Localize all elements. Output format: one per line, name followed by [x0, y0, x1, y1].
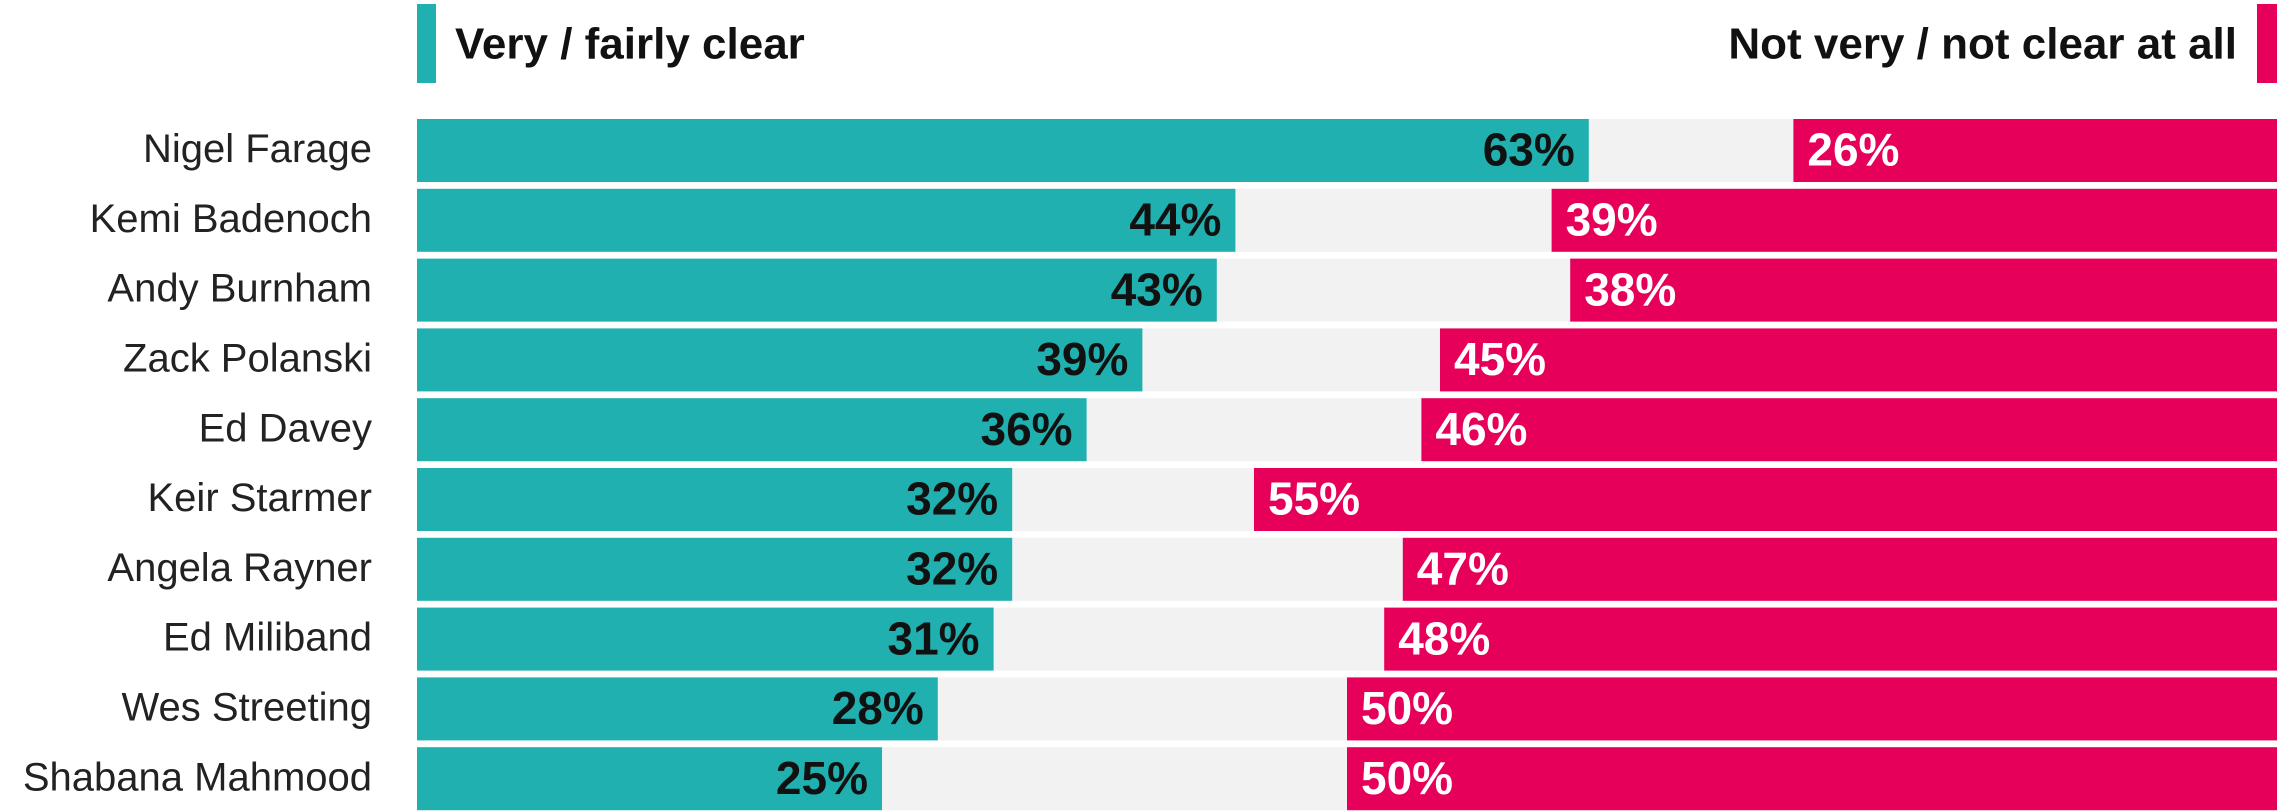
bar — [417, 677, 938, 741]
bar — [417, 328, 1143, 392]
category-label: Angela Rayner — [107, 546, 372, 590]
value-label: 50% — [1361, 682, 1453, 734]
value-label: 55% — [1268, 473, 1360, 525]
value-label: 44% — [1129, 193, 1221, 245]
bar — [1347, 747, 2277, 811]
value-label: 32% — [906, 542, 998, 594]
category-label: Ed Miliband — [163, 616, 372, 660]
bar — [417, 537, 1013, 601]
value-label: 39% — [1036, 333, 1128, 385]
value-label: 46% — [1435, 403, 1527, 455]
bar — [1384, 607, 2277, 671]
value-label: 45% — [1454, 333, 1546, 385]
value-label: 50% — [1361, 752, 1453, 804]
legend-swatch — [2257, 4, 2277, 83]
legend-swatch — [417, 4, 436, 83]
category-label: Keir Starmer — [148, 476, 373, 520]
bar — [1551, 188, 2277, 252]
legend-label: Very / fairly clear — [455, 20, 805, 69]
bar — [417, 258, 1217, 322]
value-label: 39% — [1566, 193, 1658, 245]
category-label: Kemi Badenoch — [90, 197, 372, 241]
value-label: 63% — [1483, 124, 1575, 176]
value-label: 31% — [888, 612, 980, 664]
category-label: Ed Davey — [199, 406, 372, 450]
value-label: 25% — [776, 752, 868, 804]
category-label: Wes Streeting — [122, 685, 373, 729]
value-label: 48% — [1398, 612, 1490, 664]
bar — [1793, 119, 2277, 182]
bar — [417, 188, 1236, 252]
bar — [417, 607, 994, 671]
bar — [1402, 537, 2277, 601]
legend-label: Not very / not clear at all — [1728, 20, 2237, 69]
value-label: 36% — [981, 403, 1073, 455]
bar — [1440, 328, 2277, 392]
category-label: Nigel Farage — [143, 127, 372, 171]
bar — [417, 119, 1589, 182]
bar — [1254, 468, 2277, 531]
value-label: 26% — [1807, 124, 1899, 176]
bar — [1570, 258, 2277, 322]
bar — [1421, 398, 2277, 462]
bar — [417, 747, 882, 811]
category-label: Andy Burnham — [107, 267, 372, 311]
category-label: Shabana Mahmood — [23, 755, 372, 799]
value-label: 38% — [1584, 263, 1676, 315]
bar — [417, 398, 1087, 462]
bar — [1347, 677, 2277, 741]
bar — [417, 468, 1013, 531]
category-label: Zack Polanski — [123, 336, 372, 380]
value-label: 47% — [1417, 542, 1509, 594]
value-label: 32% — [906, 473, 998, 525]
value-label: 43% — [1111, 263, 1203, 315]
value-label: 28% — [832, 682, 924, 734]
